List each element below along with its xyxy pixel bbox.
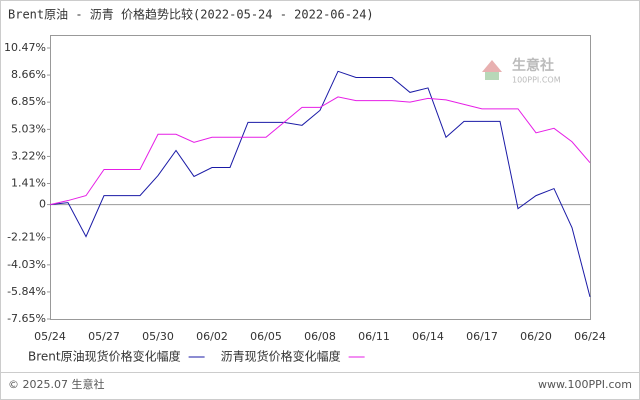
watermark-site: 100PPI.COM xyxy=(512,76,561,85)
x-tick-label: 06/02 xyxy=(196,330,228,343)
y-tick-label: 6.85% xyxy=(11,95,46,108)
x-tick-label: 06/11 xyxy=(358,330,390,343)
watermark-icon xyxy=(482,60,502,72)
y-tick-label: 5.03% xyxy=(11,122,46,135)
y-tick-label: -4.03% xyxy=(7,258,46,271)
y-tick-label: 3.22% xyxy=(11,149,46,162)
x-tick-label: 06/17 xyxy=(466,330,498,343)
watermark-icon xyxy=(485,72,499,80)
y-tick-label: -2.21% xyxy=(7,231,46,244)
y-tick-label: 1.41% xyxy=(11,177,46,190)
legend-label: 沥青现货价格变化幅度 xyxy=(221,349,341,364)
footer-left: © 2025.07 生意社 xyxy=(8,377,104,391)
x-tick-label: 06/08 xyxy=(304,330,336,343)
x-tick-label: 06/24 xyxy=(574,330,606,343)
y-tick-label: -5.84% xyxy=(7,285,46,298)
x-tick-label: 05/24 xyxy=(34,330,66,343)
footer-right: www.100PPI.com xyxy=(538,378,632,391)
y-tick-label: 10.47% xyxy=(4,41,46,54)
watermark: 生意社 100PPI.COM xyxy=(482,57,561,85)
watermark-name: 生意社 xyxy=(512,57,554,74)
plot-frame xyxy=(50,35,591,320)
series-line xyxy=(49,70,591,297)
y-tick-label: -7.65% xyxy=(7,312,46,325)
x-tick-label: 06/14 xyxy=(412,330,444,343)
series-line xyxy=(49,96,591,206)
y-tick-label: 0 xyxy=(39,198,46,211)
x-tick-label: 05/30 xyxy=(142,330,174,343)
y-tick-label: 8.66% xyxy=(11,68,46,81)
chart-title: Brent原油 - 沥青 价格趋势比较(2022-05-24 - 2022-06… xyxy=(8,7,374,22)
x-tick-label: 06/20 xyxy=(520,330,552,343)
x-tick-label: 05/27 xyxy=(88,330,120,343)
x-tick-label: 06/05 xyxy=(250,330,282,343)
legend-label: Brent原油现货价格变化幅度 xyxy=(28,349,181,364)
